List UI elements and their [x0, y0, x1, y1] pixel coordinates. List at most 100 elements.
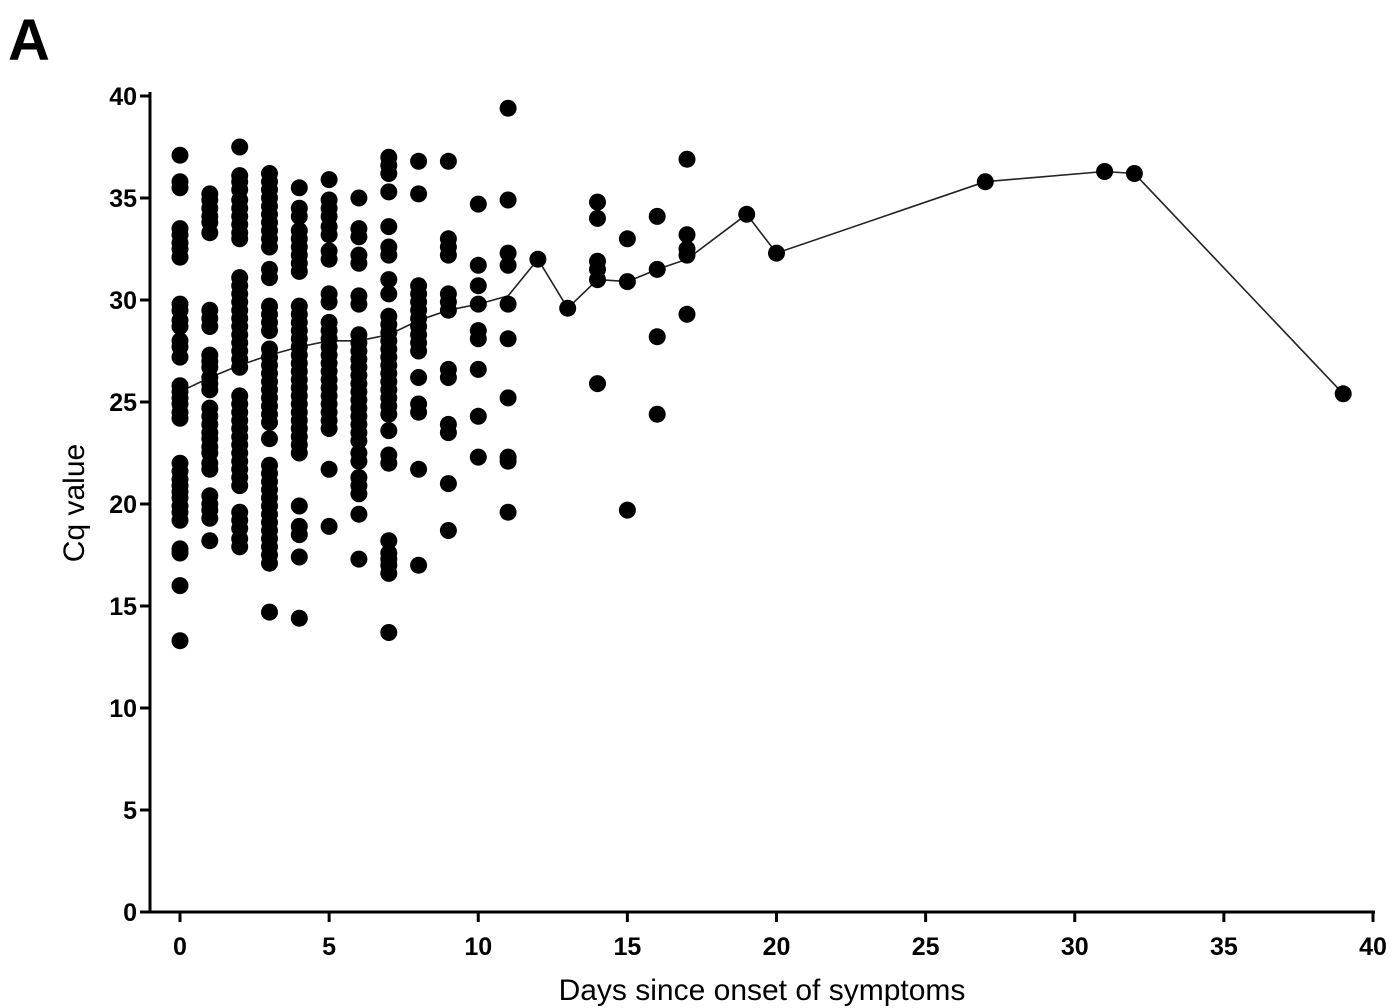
data-point — [410, 185, 428, 203]
data-point — [320, 171, 338, 189]
data-point — [231, 538, 249, 556]
data-point — [738, 205, 756, 223]
data-point — [290, 207, 308, 225]
data-point — [350, 189, 368, 207]
data-point — [618, 230, 636, 248]
data-point — [648, 405, 666, 423]
data-point — [201, 224, 219, 242]
data-point — [261, 554, 278, 572]
data-point — [469, 256, 487, 274]
x-tick-label: 10 — [464, 933, 492, 961]
data-point — [320, 293, 338, 311]
data-point — [648, 207, 666, 225]
data-point — [380, 624, 398, 641]
data-point — [469, 277, 487, 295]
data-point — [320, 226, 338, 244]
data-point — [559, 299, 577, 317]
data-point — [171, 577, 189, 595]
data-point — [261, 413, 278, 431]
data-point — [290, 444, 308, 462]
y-tick-label: 20 — [109, 491, 137, 519]
x-tick-label: 20 — [763, 933, 791, 961]
data-point — [618, 501, 636, 519]
data-point — [499, 256, 517, 274]
data-point — [261, 322, 278, 340]
data-point — [380, 564, 398, 582]
data-point — [380, 454, 398, 472]
data-point — [499, 99, 517, 117]
data-point — [410, 556, 428, 574]
data-point — [648, 260, 666, 278]
x-tick-label: 25 — [912, 933, 940, 961]
data-point — [529, 250, 547, 268]
data-point — [231, 138, 249, 156]
data-point — [410, 152, 428, 170]
data-point — [469, 407, 487, 425]
data-point — [201, 460, 219, 478]
x-tick-label: 35 — [1210, 933, 1238, 961]
data-point — [171, 632, 189, 650]
data-point — [171, 318, 189, 335]
data-point — [171, 348, 189, 366]
data-point — [439, 424, 457, 442]
data-point — [171, 511, 189, 529]
y-tick-label: 0 — [123, 899, 137, 927]
data-point — [290, 526, 308, 544]
y-tick-label: 40 — [109, 83, 137, 111]
data-point — [171, 248, 189, 266]
data-point — [320, 517, 338, 535]
data-point — [499, 389, 517, 407]
data-point — [320, 460, 338, 478]
x-tick-label: 15 — [613, 933, 641, 961]
data-point — [350, 505, 368, 523]
data-point — [201, 381, 219, 399]
data-point — [410, 460, 428, 478]
data-point — [350, 485, 368, 503]
data-point — [201, 532, 219, 550]
y-tick-label: 5 — [123, 797, 137, 825]
y-tick-label: 35 — [109, 185, 137, 213]
data-point — [261, 269, 278, 287]
data-point — [171, 409, 189, 427]
data-point — [469, 448, 487, 466]
data-point — [350, 295, 368, 313]
data-point — [499, 295, 517, 313]
data-point — [410, 342, 428, 360]
data-point — [171, 146, 189, 164]
data-point — [1096, 163, 1114, 180]
data-point — [768, 244, 785, 262]
data-point — [589, 375, 606, 393]
data-point — [350, 432, 368, 450]
data-point — [320, 420, 338, 437]
data-point — [320, 250, 338, 268]
data-point — [439, 369, 457, 386]
data-point — [261, 430, 278, 448]
data-point — [380, 183, 398, 201]
y-tick-label: 30 — [109, 287, 137, 315]
data-point — [380, 165, 398, 182]
data-point — [469, 360, 487, 378]
data-point — [976, 173, 994, 191]
data-point — [499, 503, 517, 521]
data-point — [171, 544, 189, 562]
data-point — [499, 452, 517, 470]
data-point — [380, 422, 398, 440]
axes: 0 5 10 15 20 25 30 35 40 0 5 10 15 20 25 30 35 40 — [109, 83, 1387, 961]
data-point — [201, 509, 219, 527]
data-point — [231, 477, 249, 495]
data-point — [380, 285, 398, 303]
data-point — [380, 271, 398, 289]
data-point — [231, 358, 249, 376]
data-point — [678, 226, 696, 244]
data-point — [439, 301, 457, 319]
x-tick-label: 40 — [1359, 933, 1387, 961]
data-point — [678, 150, 696, 168]
y-tick-label: 25 — [109, 389, 137, 417]
data-point — [261, 603, 278, 621]
data-point — [380, 246, 398, 264]
data-point — [499, 191, 517, 209]
data-point — [380, 532, 398, 550]
data-point — [201, 318, 219, 335]
data-point — [1334, 385, 1352, 403]
